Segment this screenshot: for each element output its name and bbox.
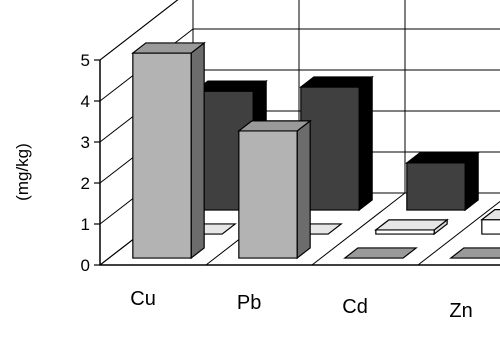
bar-water-Cd xyxy=(374,218,449,236)
bar-top xyxy=(480,209,500,221)
chart-axes xyxy=(94,59,500,266)
bar-top xyxy=(449,247,500,259)
y-tick-label: 5 xyxy=(81,51,90,70)
category-label: Cu xyxy=(130,288,156,310)
bar-alcaline-Pb xyxy=(237,119,312,260)
bar-acid-Pb xyxy=(299,75,374,212)
gridline-5 xyxy=(99,0,179,61)
bar-top xyxy=(131,42,206,54)
bar-side xyxy=(358,75,373,212)
bar-top xyxy=(405,152,480,164)
floor-gridline xyxy=(417,200,500,266)
bar-alcaline-Zn xyxy=(449,247,500,259)
y-tick-label: 0 xyxy=(81,256,90,275)
bar-side xyxy=(296,119,311,260)
bar-front xyxy=(481,219,500,235)
bar-top xyxy=(299,76,374,88)
y-tick-label: 2 xyxy=(81,174,90,193)
bar-top xyxy=(374,219,449,231)
y-tick-label: 4 xyxy=(81,92,90,111)
y-axis-label: (mg/kg) xyxy=(13,143,32,201)
bar-front xyxy=(375,229,435,235)
category-labels: Cu Pb Cd Zn xyxy=(130,288,472,322)
bar-acid-Cd xyxy=(405,151,480,212)
y-tick-label: 3 xyxy=(81,133,90,152)
y-tick-label: 1 xyxy=(81,215,90,234)
gridline-4 xyxy=(99,28,500,102)
bar-front xyxy=(132,52,192,259)
bar-alcaline-Cu xyxy=(131,41,206,260)
category-label: Cd xyxy=(342,296,368,318)
chart-bars xyxy=(131,41,500,260)
bar-top xyxy=(193,80,268,92)
category-label: Pb xyxy=(237,292,261,314)
floor-gridline xyxy=(311,192,406,266)
bar-top xyxy=(343,247,418,259)
bar-alcaline-Cd xyxy=(343,247,418,259)
y-tick-labels: 0 1 2 3 4 5 xyxy=(81,51,90,275)
bar-side xyxy=(190,41,205,260)
category-label: Zn xyxy=(449,300,472,322)
bar-top xyxy=(237,120,312,132)
bar-water-Zn xyxy=(480,209,500,235)
bar-front xyxy=(238,130,298,259)
bar-front xyxy=(406,162,466,211)
